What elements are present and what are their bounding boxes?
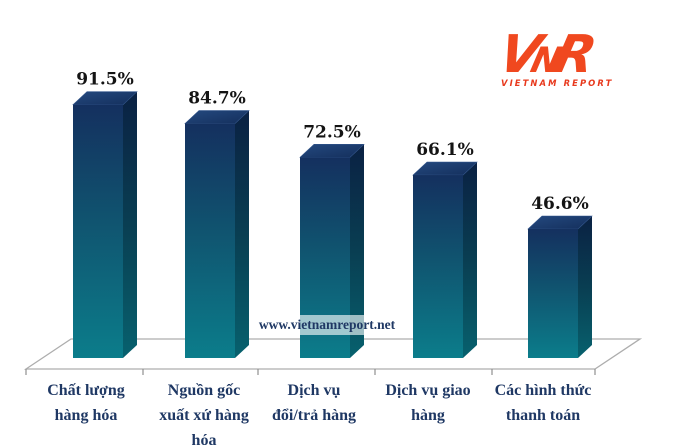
category-label: Dịch vụ giao hàng	[385, 382, 471, 424]
bar-value-label: 46.6%	[531, 194, 589, 214]
category-label: Nguồn gốc xuất xứ hàng hóa	[159, 382, 249, 448]
bar-value-labels: 91.5% 84.7% 72.5% 66.1% 46.6%	[76, 70, 589, 214]
category-label: Chất lượng hàng hóa	[47, 382, 125, 424]
chart-floor	[23, 338, 643, 375]
bar-side-face	[350, 144, 364, 358]
bar-side-face	[578, 216, 592, 358]
vnr-logo: V N R VIETNAM REPORT	[497, 25, 613, 88]
bar-front-face	[413, 175, 463, 358]
category-label: Các hình thức thanh toán	[494, 382, 592, 424]
bar-value-label: 72.5%	[303, 122, 361, 142]
logo-letter-r: R	[548, 25, 602, 85]
category-label: Dịch vụ đổi/trả hàng	[271, 382, 356, 424]
logo-subtitle: VIETNAM REPORT	[501, 78, 613, 88]
floor-plane	[23, 338, 643, 370]
bar-front-face	[73, 104, 123, 358]
watermark-url: www.vietnamreport.net	[251, 315, 403, 335]
bar-value-label: 66.1%	[416, 140, 474, 160]
bar-side-face	[123, 91, 137, 358]
bar-side-face	[463, 162, 477, 358]
bar-value-label: 91.5%	[76, 70, 134, 90]
bar-front-face	[528, 229, 578, 358]
bar-side-face	[235, 110, 249, 358]
bar-front-face	[185, 123, 235, 358]
bar-value-label: 84.7%	[188, 89, 246, 109]
vnr-monogram: V N R	[497, 25, 602, 85]
